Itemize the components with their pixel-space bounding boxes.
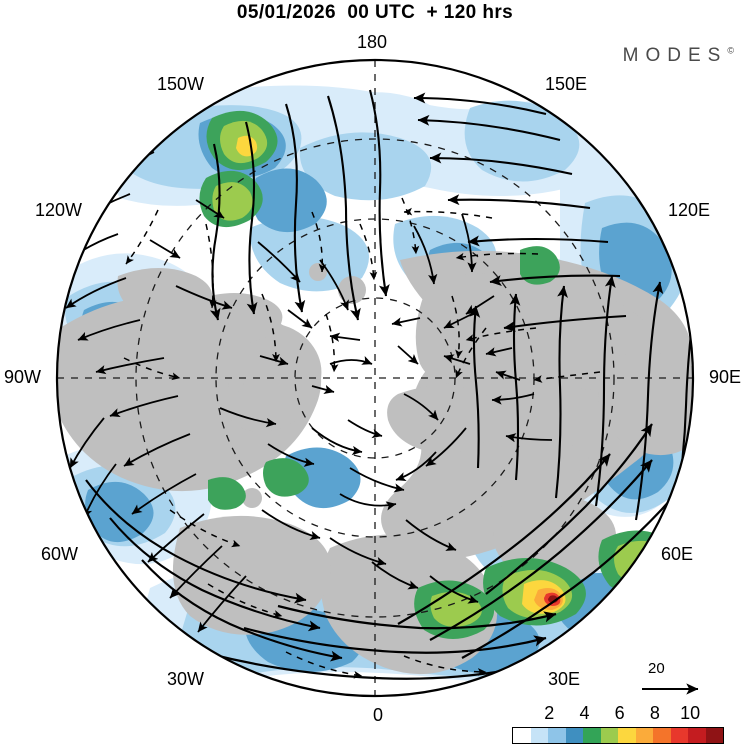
colorbar-cell-1 [530,728,548,743]
colorbar-cell-8 [653,728,671,743]
colorbar-tick-6: 6 [614,703,625,723]
colorbar-tick-labels: 2 4 6 8 10 [512,703,724,725]
lon-label-30E: 30E [548,669,581,689]
colorbar-cell-3 [565,728,583,743]
lon-label-90W: 90W [4,367,42,387]
lon-label-90E: 90E [709,367,742,387]
colorbar-cell-9 [670,728,688,743]
lon-label-30W: 30W [167,669,205,689]
lon-label-120E: 120E [668,200,711,220]
polar-map-svg [55,58,695,698]
colorbar-cell-6 [618,728,636,743]
land-layer [57,250,693,675]
colorbar-cell-5 [600,728,618,743]
colorbar-cell-2 [548,728,566,743]
colorbar-cell-7 [635,728,653,743]
colorbar-tick-4: 4 [579,703,590,723]
polar-map[interactable] [0,28,750,718]
copyright-icon: © [727,45,734,56]
colorbar-cell-0 [513,728,531,743]
wind-vector-scale: 20 [640,660,714,700]
colorbar-tick-10: 10 [680,703,701,723]
colorbar[interactable] [512,727,724,744]
lon-label-60E: 60E [661,544,694,564]
colorbar-cell-10 [688,728,706,743]
lon-label-150E: 150E [545,74,588,94]
colorbar-tick-8: 8 [649,703,660,723]
lon-label-60W: 60W [41,544,79,564]
dashed-streamlines [123,197,601,679]
lon-label-120W: 120W [35,200,83,220]
map-boundary-circle [55,58,695,698]
colorbar-cell-11 [705,728,723,743]
wind-vector-scale-arrow-icon [642,683,699,695]
wind-vector-layer [57,89,693,680]
lon-label-180: 180 [357,32,388,52]
modes-logo-text: MODES [622,45,728,66]
modes-logo: MODES© [623,45,734,67]
wind-vector-scale-label: 20 [648,660,665,677]
colorbar-cell-4 [583,728,601,743]
lon-label-0: 0 [373,705,384,725]
colorbar-tick-2: 2 [544,703,555,723]
page-title: 05/01/2026 00 UTC + 120 hrs [236,2,514,23]
lon-label-150W: 150W [157,74,205,94]
